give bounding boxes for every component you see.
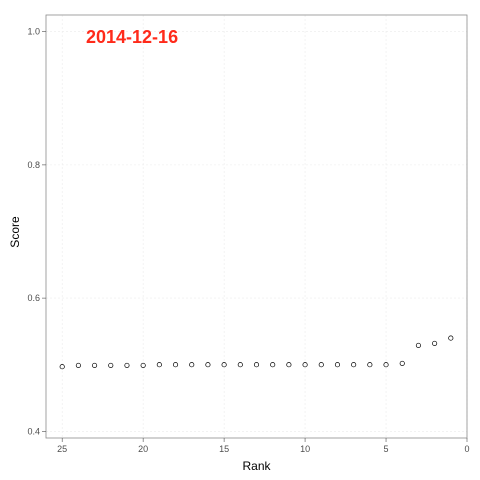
x-tick-label: 15 <box>219 444 229 454</box>
date-annotation: 2014-12-16 <box>86 27 178 47</box>
x-tick-label: 25 <box>57 444 67 454</box>
data-point <box>302 362 308 368</box>
plot-panel <box>45 14 468 439</box>
data-point <box>318 362 324 368</box>
data-point <box>189 362 195 368</box>
data-point <box>59 364 65 370</box>
data-point <box>351 362 357 368</box>
data-point <box>75 362 81 368</box>
y-tick-label: 0.6 <box>27 293 40 303</box>
data-point <box>140 362 146 368</box>
data-point <box>237 362 243 368</box>
y-tick-label: 0.4 <box>27 426 40 436</box>
data-point <box>108 362 114 368</box>
x-tick-label: 10 <box>300 444 310 454</box>
data-point <box>253 362 260 368</box>
data-point <box>92 362 98 368</box>
data-point <box>383 362 389 368</box>
data-point <box>432 340 438 346</box>
data-point <box>172 362 179 368</box>
data-point <box>270 362 276 368</box>
data-point <box>221 362 227 368</box>
y-tick-label: 1.0 <box>27 27 40 37</box>
gridlines <box>46 15 468 438</box>
data-point <box>367 362 373 368</box>
data-point <box>205 362 211 368</box>
data-points <box>59 335 454 370</box>
data-point <box>334 362 341 368</box>
x-tick-label: 20 <box>138 444 148 454</box>
x-axis-title: Rank <box>242 459 271 473</box>
data-point <box>399 360 405 366</box>
data-point <box>448 335 454 341</box>
data-point <box>156 362 162 368</box>
axis-ticks: 25 20 15 10 5 0 0.4 0.6 0.8 1.0 <box>27 27 469 454</box>
x-tick-label: 5 <box>384 444 389 454</box>
data-point <box>124 362 130 368</box>
x-tick-label: 0 <box>464 444 469 454</box>
y-tick-label: 0.8 <box>27 160 40 170</box>
data-point <box>415 342 421 348</box>
data-point <box>286 362 292 368</box>
y-axis-title: Score <box>8 216 22 248</box>
